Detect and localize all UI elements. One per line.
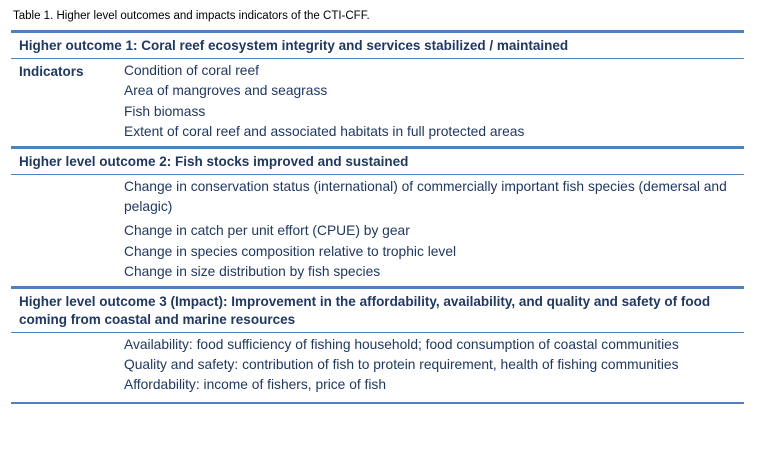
outcome-body: Indicators Condition of coral reef Area … [11, 59, 744, 146]
indicator-list: Condition of coral reef Area of mangrove… [124, 61, 744, 143]
indicator-item: Condition of coral reef [124, 63, 259, 78]
indicator-item: Availability: food sufficiency of fishin… [124, 336, 679, 352]
indicator-list: Availability: food sufficiency of fishin… [124, 335, 744, 396]
indicator-item: Change in conservation status (internati… [124, 178, 727, 215]
table-bottom-rule [11, 401, 744, 404]
outcome-heading: Higher level outcome 3 (Impact): Improve… [11, 285, 744, 333]
outcome-body: Change in conservation status (internati… [11, 175, 744, 286]
table-caption: Table 1. Higher level outcomes and impac… [13, 10, 370, 22]
outcome-body: Availability: food sufficiency of fishin… [11, 333, 744, 399]
outcome-heading: Higher level outcome 2: Fish stocks impr… [11, 145, 744, 175]
indicator-item: Area of mangroves and seagrass [124, 83, 328, 99]
outcome-section-2: Higher level outcome 2: Fish stocks impr… [11, 145, 744, 286]
indicator-list: Change in conservation status (internati… [124, 177, 744, 283]
indicator-item: Affordability: income of fishers, price … [124, 377, 386, 393]
indicator-item: Change in species composition relative t… [124, 243, 457, 259]
indicator-item: Change in size distribution by fish spec… [124, 264, 381, 280]
outcome-section-1: Higher outcome 1: Coral reef ecosystem i… [11, 30, 744, 146]
indicator-item: Fish biomass [124, 103, 206, 119]
indicator-item: Quality and safety: contribution of fish… [124, 357, 679, 373]
indicators-label: Indicators [19, 64, 84, 79]
indicator-item: Extent of coral reef and associated habi… [124, 124, 525, 140]
indicator-item: Change in catch per unit effort (CPUE) b… [124, 223, 410, 239]
outcomes-table: Higher outcome 1: Coral reef ecosystem i… [11, 30, 744, 404]
outcome-section-3: Higher level outcome 3 (Impact): Improve… [11, 285, 744, 399]
outcome-heading: Higher outcome 1: Coral reef ecosystem i… [11, 30, 744, 59]
